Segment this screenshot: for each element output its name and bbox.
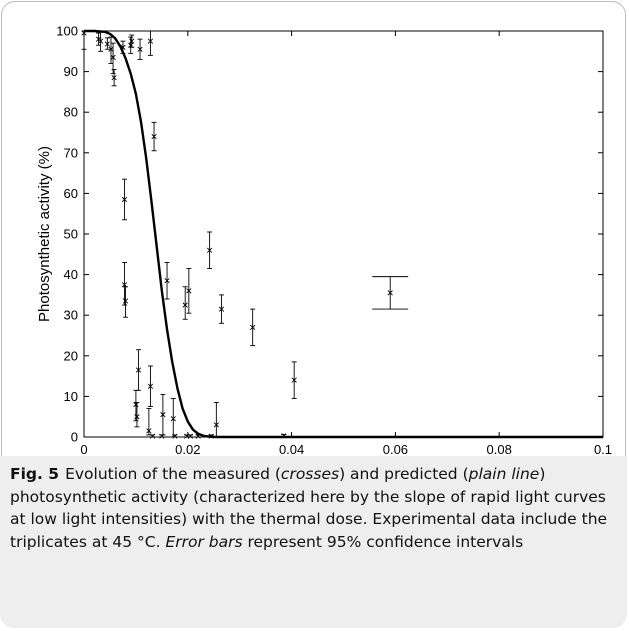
measured-point-cross [291,377,297,383]
y-tick-label: 0 [71,430,78,445]
measured-point-cross [206,247,213,253]
error-bar [182,286,188,320]
error-bar [134,402,140,428]
measured-point-cross [110,54,116,61]
error-bar [213,402,219,438]
axis-labels: 0 0.02 0.04 0.06 0.08 0.1 0 10 20 30 40 50 60 70 80 90 1… [36,24,612,457]
error-bars [81,30,409,438]
caption-text: Evolution of the measured (crosses) and … [10,465,607,551]
caption-segment: Evolution of the measured ( [65,465,281,483]
error-bar [123,286,129,318]
measured-point-cross [182,302,188,308]
measured-point-cross [137,46,143,52]
measured-point-cross [186,288,192,294]
y-tick-label: 20 [64,348,78,363]
measured-point-cross [104,41,110,47]
y-axis-title: Photosynthetic activity (%) [36,146,53,322]
error-bar [110,42,116,75]
measured-point-cross [108,46,114,52]
measured-point-cross [97,38,104,44]
measured-point-cross [147,38,154,44]
error-bar [121,261,127,306]
measured-point-cross [387,290,393,296]
measured-point-cross [146,428,152,434]
y-tick-label: 50 [64,227,78,242]
measured-point-cross [122,298,129,304]
measured-point-cross [160,412,166,418]
caption-segment: crosses [280,465,340,483]
x-tick-label: 0.08 [487,442,512,456]
y-tick-label: 90 [64,64,78,79]
caption-segment: represent 95% confidence intervals [242,532,524,551]
predicted-line [84,29,603,439]
measured-point-cross [170,416,176,422]
measured-point-cross [149,433,156,439]
plot-area-border [83,30,604,438]
measured-point-cross [121,282,128,288]
x-tick-label: 0.06 [383,442,408,456]
x-tick-label: 0.02 [175,442,200,456]
caption-segment: ) photosynthetic activity (characterized… [10,465,608,551]
measured-point-cross [121,196,128,203]
axes [83,30,604,438]
measured-point-cross [133,401,139,408]
measured-point-cross [172,433,178,439]
measured-point-cross [164,278,170,284]
y-tick-label: 30 [64,308,78,323]
measured-point-cross [151,133,157,140]
x-tick-label: 0.1 [594,442,612,456]
measured-point-cross [213,422,219,428]
measured-point-cross [128,42,134,48]
predicted-curve [84,29,603,439]
y-tick-label: 70 [64,145,78,160]
measured-point-cross [147,383,154,389]
measured-point-cross [187,433,194,439]
measured-point-cross [111,75,117,81]
measured-point-cross [129,38,135,44]
figure-caption: Fig. 5 Evolution of the measured (crosses… [0,456,627,628]
caption-label: Fig. 5 [10,465,60,483]
y-tick-label: 10 [64,389,78,404]
x-tick-label: 0 [80,442,87,456]
measured-point-cross [135,367,142,373]
y-tick-label: 40 [64,267,78,282]
measured-point-cross [159,433,165,439]
y-tick-label: 80 [64,105,78,120]
x-tick-label: 0.04 [279,442,304,456]
y-tick-label: 100 [56,24,78,39]
caption-segment: plain line [468,465,540,483]
chart: 0 0.02 0.04 0.06 0.08 0.1 0 10 20 30 40 50 60 70 80 90 1… [36,24,612,457]
measured-point-cross [250,324,256,330]
error-bar [170,397,176,438]
error-bar [81,30,87,50]
measured-point-cross [134,414,140,420]
y-tick-label: 60 [64,186,78,201]
measured-markers [81,30,393,439]
caption-segment: Error bars [165,532,243,551]
measured-point-cross [218,306,225,312]
error-bar [147,30,153,56]
caption-segment: ) and predicted ( [339,465,469,483]
